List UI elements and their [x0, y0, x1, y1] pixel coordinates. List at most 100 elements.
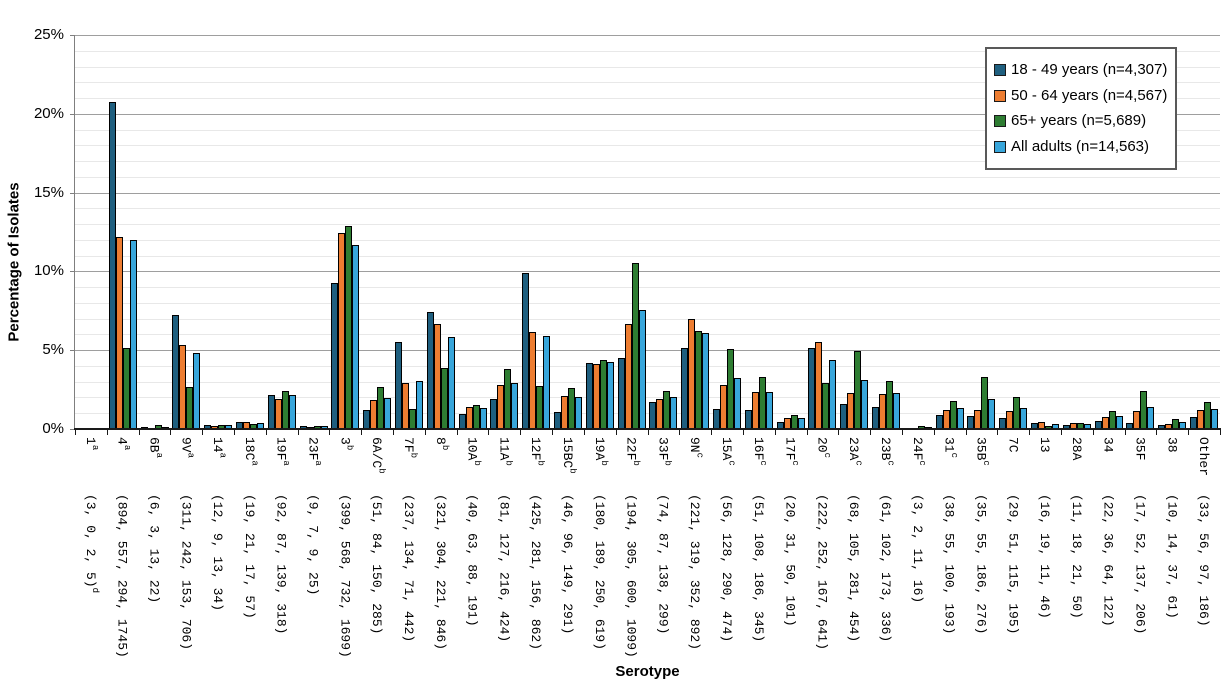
x-axis-tick: [297, 430, 299, 435]
bar: [840, 404, 848, 429]
bar: [702, 332, 710, 429]
serotype-label: 38: [1164, 437, 1180, 453]
serotype-label: 17Fc: [782, 437, 800, 466]
x-axis-tick: [615, 430, 617, 435]
gridline-minor: [75, 334, 1220, 336]
bar: [974, 410, 982, 429]
bar: [440, 367, 448, 429]
counts-label: (10, 14, 37, 61): [1164, 494, 1180, 619]
x-axis-tick: [329, 430, 331, 435]
serotype-label: Other: [1196, 437, 1212, 477]
serotype-superscript: b: [440, 444, 451, 451]
counts-label: (9, 7, 9, 25): [305, 494, 321, 596]
bar: [433, 324, 441, 429]
gridline-minor: [75, 397, 1220, 399]
bar: [751, 391, 759, 429]
gridline-minor: [75, 161, 1220, 163]
x-axis-tick: [393, 430, 395, 435]
serotype-label: 3b: [337, 437, 355, 451]
x-axis-line: [74, 428, 1221, 430]
counts-label: (20, 31, 50, 101): [782, 494, 798, 627]
counts-label: (33, 56, 97, 186): [1196, 494, 1212, 627]
bar: [1147, 406, 1155, 429]
bar: [1204, 402, 1212, 429]
serotype-superscript: c: [885, 460, 896, 466]
bar: [606, 362, 614, 429]
serotype-superscript: a: [185, 452, 196, 459]
legend-swatch: [994, 140, 1006, 153]
gridline-major: [75, 35, 1220, 36]
y-tick-label: 25%: [33, 26, 64, 43]
y-tick-label: 15%: [33, 183, 64, 201]
x-axis-tick: [520, 430, 522, 435]
bar: [129, 240, 137, 429]
serotype-label: 1a: [82, 437, 101, 451]
bar: [186, 386, 194, 429]
x-axis-tick: [1188, 430, 1190, 435]
counts-superscript: d: [90, 587, 101, 594]
bar: [1108, 411, 1116, 429]
counts-label: (425, 281, 156, 862): [528, 494, 544, 651]
counts-label: (17, 52, 137, 206): [1132, 494, 1148, 635]
bar: [338, 232, 346, 429]
serotype-superscript: c: [917, 460, 928, 466]
x-axis-tick: [1092, 430, 1094, 435]
counts-label: (180, 189, 250, 619): [591, 494, 607, 651]
serotype-label: 20c: [814, 437, 832, 459]
gridline-minor: [75, 66, 1220, 68]
bar: [536, 385, 544, 429]
bar: [370, 400, 378, 429]
bar: [553, 412, 561, 429]
counts-label: (11, 18, 21, 50): [1068, 494, 1084, 619]
counts-label: (12, 9, 13, 34): [210, 494, 226, 612]
gridline-minor: [75, 413, 1220, 415]
bar: [479, 408, 487, 429]
serotype-label: 33Fb: [655, 437, 673, 466]
serotype-superscript: c: [821, 452, 832, 459]
serotype-superscript: b: [376, 468, 387, 474]
x-axis-tick: [647, 430, 649, 435]
y-axis-tick: [70, 429, 75, 430]
gridline-minor: [75, 145, 1220, 147]
x-axis-tick: [424, 430, 426, 435]
counts-label: (92, 87, 139, 318): [273, 494, 289, 635]
counts-label: (51, 84, 150, 285): [369, 494, 385, 635]
bar: [758, 377, 766, 429]
serotype-superscript: b: [599, 460, 610, 466]
bar: [288, 394, 296, 429]
bar: [122, 347, 130, 429]
serotype-label: 9Nc: [687, 437, 705, 459]
serotype-label: 16Fc: [750, 437, 769, 466]
legend-label: All adults (n=14,563): [1011, 137, 1150, 155]
counts-label: (311, 242, 153, 706): [178, 494, 194, 651]
counts-label: (3, 2, 11, 16): [909, 494, 925, 604]
y-tick-label: 10%: [33, 262, 64, 280]
serotype-label: 8b: [432, 437, 451, 451]
counts-label: (22, 36, 64, 122): [1100, 494, 1116, 627]
x-axis-tick: [234, 430, 236, 435]
x-axis-tick: [488, 430, 490, 435]
gridline-minor: [75, 82, 1220, 84]
y-tick-label: 20%: [33, 104, 64, 122]
bar: [744, 410, 752, 429]
counts-label: (16, 19, 11, 46): [1037, 494, 1053, 619]
gridline-minor: [75, 176, 1220, 178]
bar: [179, 345, 187, 429]
serotype-label: 23Ac: [846, 437, 864, 466]
serotype-superscript: b: [471, 460, 482, 466]
serotype-superscript: b: [630, 460, 641, 466]
bar: [649, 401, 657, 429]
bar: [949, 401, 957, 429]
serotype-label: 4a: [114, 437, 133, 451]
gridline-major: [75, 350, 1220, 352]
counts-label: (38, 55, 100, 193): [941, 494, 957, 635]
bar: [592, 363, 600, 429]
serotype-label: 28A: [1068, 437, 1084, 461]
bar: [713, 408, 720, 429]
bar: [1211, 408, 1219, 429]
serotype-superscript: c: [726, 460, 737, 466]
gridline-major: [75, 192, 1220, 194]
counts-label: (19, 21, 17, 57): [241, 494, 257, 619]
gridline-minor: [75, 129, 1220, 131]
